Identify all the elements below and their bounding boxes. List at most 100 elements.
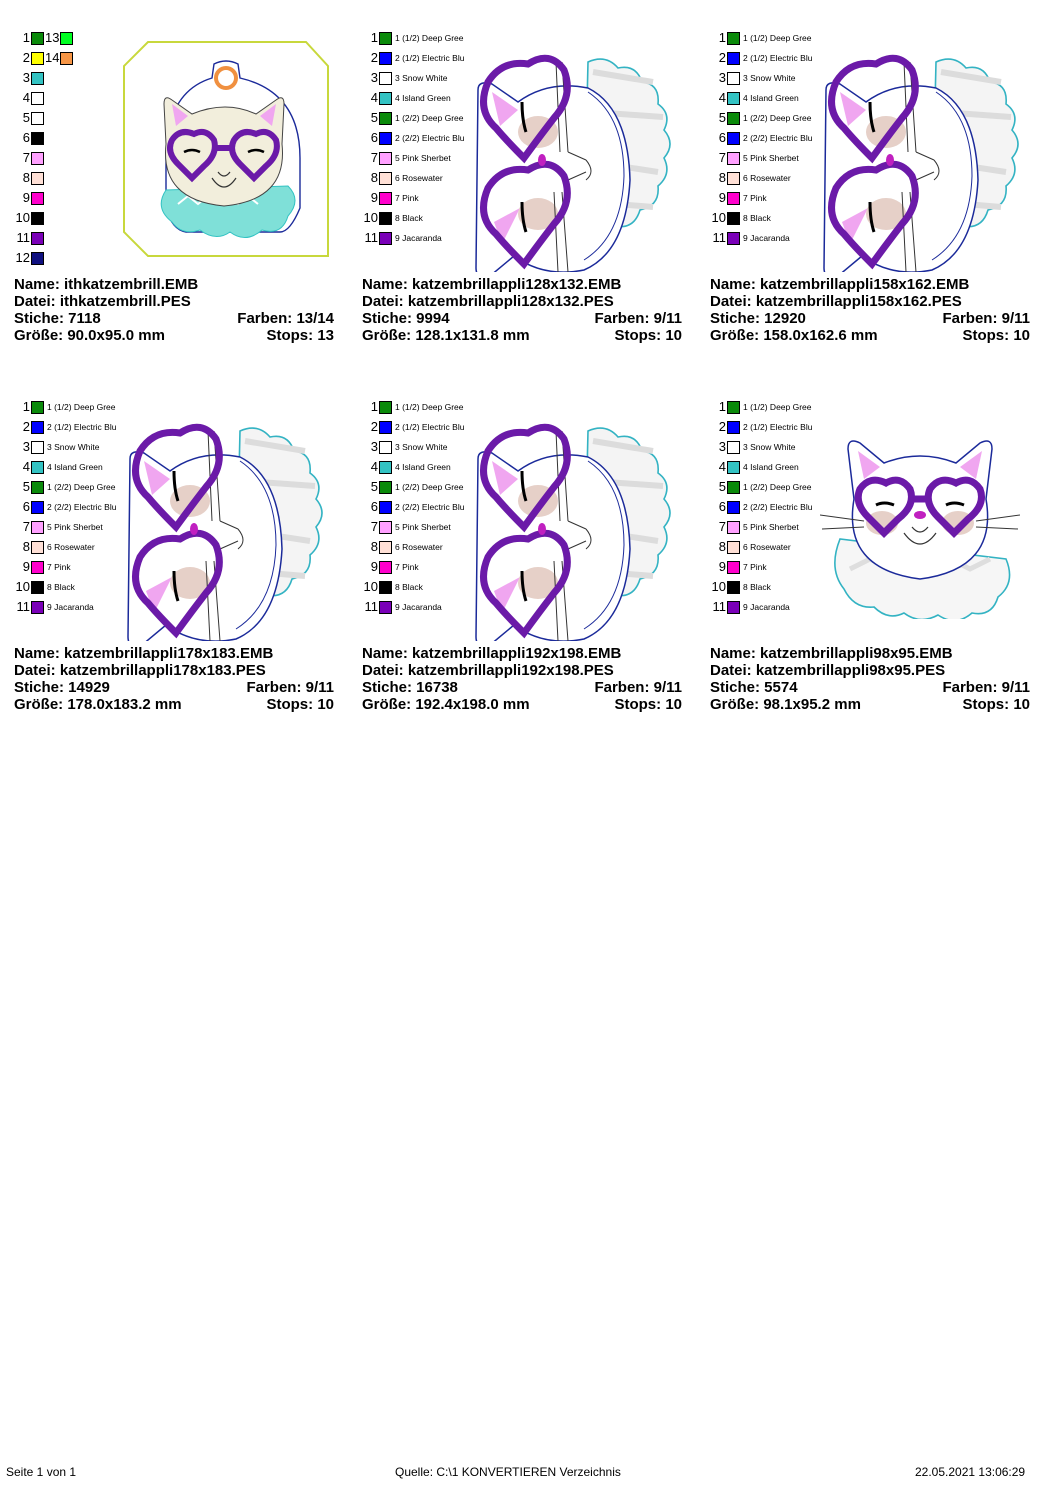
design-file: Datei: ithkatzembrill.PES bbox=[14, 293, 191, 310]
palette-label: 2 (2/2) Electric Blu bbox=[395, 132, 465, 143]
design-file: Datei: katzembrillappli98x95.PES bbox=[710, 662, 946, 679]
palette-label: 1 (2/2) Deep Gree bbox=[743, 481, 812, 492]
glasses-top bbox=[480, 54, 571, 164]
palette-row: 7 5 Pink Sherbet bbox=[710, 517, 821, 537]
color-swatch bbox=[379, 31, 392, 45]
palette-number: 3 bbox=[370, 439, 378, 454]
design-preview bbox=[468, 52, 698, 278]
color-swatch bbox=[379, 560, 392, 574]
color-count: Farben: 9/11 bbox=[594, 679, 682, 696]
palette-label: 3 Snow White bbox=[743, 441, 796, 452]
palette-label: 7 Pink bbox=[47, 561, 71, 572]
palette-number: 10 bbox=[15, 210, 30, 225]
palette-number: 9 bbox=[370, 190, 378, 205]
palette-label: 9 Jacaranda bbox=[47, 601, 94, 612]
color-swatch bbox=[31, 111, 44, 125]
palette-row: 8 6 Rosewater bbox=[14, 537, 125, 557]
palette-row: 6 bbox=[14, 128, 44, 148]
color-swatch bbox=[31, 251, 44, 265]
color-swatch bbox=[31, 440, 44, 454]
palette-label: 1 (2/2) Deep Gree bbox=[395, 481, 464, 492]
color-swatch bbox=[727, 191, 740, 205]
color-count: Farben: 9/11 bbox=[942, 679, 1030, 696]
glasses bbox=[167, 129, 280, 183]
ith-frame bbox=[123, 41, 329, 257]
palette-label: 1 (1/2) Deep Gree bbox=[743, 401, 812, 412]
stitch-count: Stiche: 12920 bbox=[710, 310, 806, 327]
palette-number: 11 bbox=[712, 599, 727, 614]
color-swatch bbox=[727, 51, 740, 65]
palette-row: 1 1 (1/2) Deep Gree bbox=[14, 397, 125, 417]
palette-label: 3 Snow White bbox=[743, 72, 796, 83]
ear-top bbox=[144, 461, 170, 495]
palette-number: 6 bbox=[718, 499, 726, 514]
palette-label: 2 (2/2) Electric Blu bbox=[395, 501, 465, 512]
palette-label: 7 Pink bbox=[743, 561, 767, 572]
palette-number: 11 bbox=[16, 230, 31, 245]
palette-number: 2 bbox=[370, 419, 378, 434]
color-swatch bbox=[727, 600, 740, 614]
color-swatch bbox=[379, 191, 392, 205]
palette-row: 8 6 Rosewater bbox=[362, 168, 473, 188]
color-swatch bbox=[379, 500, 392, 514]
color-count: Farben: 13/14 bbox=[237, 310, 334, 327]
palette-label: 1 (1/2) Deep Gree bbox=[743, 32, 812, 43]
color-count: Farben: 9/11 bbox=[942, 310, 1030, 327]
palette-row: 6 2 (2/2) Electric Blu bbox=[14, 497, 125, 517]
color-swatch bbox=[31, 171, 44, 185]
design-card: 1 1 (1/2) Deep Gree 2 2 (1/2) Electric Blu 3… bbox=[362, 397, 692, 727]
ear-left bbox=[858, 451, 880, 479]
design-file: Datei: katzembrillappli158x162.PES bbox=[710, 293, 962, 310]
design-name: Name: katzembrillappli178x183.EMB bbox=[14, 645, 274, 662]
color-swatch bbox=[31, 71, 44, 85]
design-preview bbox=[468, 421, 698, 647]
stitch-count: Stiche: 9994 bbox=[362, 310, 450, 327]
color-swatch bbox=[379, 600, 392, 614]
stitch-count: Stiche: 16738 bbox=[362, 679, 458, 696]
palette-number: 7 bbox=[370, 150, 378, 165]
design-size: Größe: 178.0x183.2 mm bbox=[14, 696, 182, 713]
color-swatch bbox=[727, 211, 740, 225]
color-swatch bbox=[727, 171, 740, 185]
color-swatch bbox=[379, 420, 392, 434]
palette-number: 14 bbox=[45, 50, 60, 65]
palette-row: 7 5 Pink Sherbet bbox=[710, 148, 821, 168]
palette-row: 11 bbox=[14, 228, 44, 248]
design-preview bbox=[122, 40, 332, 265]
design-size: Größe: 158.0x162.6 mm bbox=[710, 327, 878, 344]
palette-row: 7 bbox=[14, 148, 44, 168]
palette-label: 6 Rosewater bbox=[743, 541, 791, 552]
design-name: Name: katzembrillappli158x162.EMB bbox=[710, 276, 970, 293]
palette-number: 5 bbox=[22, 479, 30, 494]
palette-row: 1 1 (1/2) Deep Gree bbox=[710, 28, 821, 48]
design-card: 1 1 (1/2) Deep Gree 2 2 (1/2) Electric Blu 3… bbox=[362, 28, 692, 358]
palette-row: 3 3 Snow White bbox=[362, 437, 473, 457]
glasses-bottom bbox=[132, 529, 223, 639]
palette-row: 4 4 Island Green bbox=[362, 457, 473, 477]
palette-label: 1 (1/2) Deep Gree bbox=[395, 32, 464, 43]
cat-head-shape bbox=[823, 82, 979, 278]
color-swatch bbox=[31, 460, 44, 474]
stop-count: Stops: 10 bbox=[266, 696, 334, 713]
palette-number: 11 bbox=[364, 599, 379, 614]
palette-number: 13 bbox=[45, 30, 60, 45]
palette-number: 5 bbox=[718, 479, 726, 494]
palette-row: 5 bbox=[14, 108, 44, 128]
palette-number: 10 bbox=[15, 579, 30, 594]
color-swatch bbox=[379, 111, 392, 125]
stop-count: Stops: 13 bbox=[266, 327, 334, 344]
palette-row: 9 7 Pink bbox=[710, 557, 821, 577]
palette-row: 5 1 (2/2) Deep Gree bbox=[362, 477, 473, 497]
palette-row: 10 8 Black bbox=[362, 208, 473, 228]
design-info: Name: katzembrillappli192x198.EMB Datei: … bbox=[362, 645, 682, 713]
palette-row: 6 2 (2/2) Electric Blu bbox=[362, 497, 473, 517]
palette-row: 10 8 Black bbox=[710, 208, 821, 228]
palette-label: 5 Pink Sherbet bbox=[47, 521, 103, 532]
palette-label: 1 (2/2) Deep Gree bbox=[47, 481, 116, 492]
color-swatch bbox=[31, 560, 44, 574]
palette-row: 4 4 Island Green bbox=[710, 457, 821, 477]
palette-label: 2 (2/2) Electric Blu bbox=[743, 132, 813, 143]
palette-number: 7 bbox=[718, 150, 726, 165]
palette-number: 8 bbox=[22, 539, 30, 554]
palette-number: 3 bbox=[22, 70, 30, 85]
